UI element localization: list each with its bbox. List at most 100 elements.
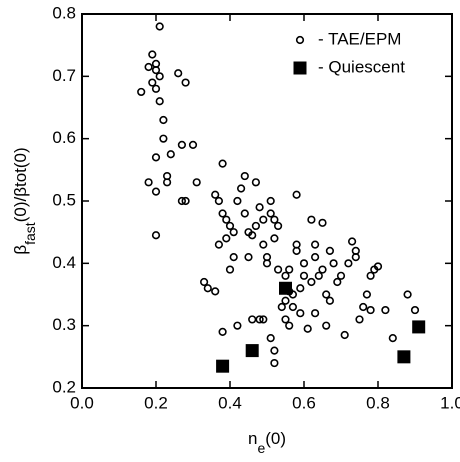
y-tick-label: 0.5 [52, 190, 76, 209]
legend-marker [295, 35, 305, 45]
legend-label: - Quiescent [318, 57, 405, 76]
point [336, 271, 346, 280]
point [296, 284, 305, 293]
point [218, 209, 227, 218]
point [181, 196, 190, 206]
point [148, 50, 157, 59]
point [200, 277, 209, 287]
point [366, 271, 375, 280]
point [318, 218, 327, 227]
point [292, 240, 301, 249]
point [155, 97, 164, 106]
point [148, 78, 157, 87]
point [296, 309, 305, 318]
point [203, 284, 212, 293]
point [222, 234, 231, 243]
point [144, 62, 153, 72]
point [248, 231, 257, 240]
x-label-main: n [248, 429, 257, 448]
point [344, 259, 353, 268]
point [251, 221, 260, 231]
point [237, 184, 246, 193]
x-label-rest: (0) [265, 429, 286, 448]
point [211, 190, 220, 199]
point [285, 321, 294, 330]
point [151, 84, 161, 93]
point [155, 22, 164, 31]
point [216, 359, 230, 373]
point [355, 315, 364, 324]
point [225, 265, 235, 274]
point [211, 287, 220, 296]
point [322, 290, 331, 299]
point [163, 178, 172, 187]
point [348, 237, 357, 246]
point [174, 69, 183, 78]
point [218, 327, 227, 337]
point [192, 178, 201, 187]
point [245, 344, 259, 358]
point [318, 265, 327, 274]
point [351, 246, 360, 255]
point [262, 259, 272, 268]
point [325, 296, 335, 305]
point [270, 234, 279, 243]
point [270, 358, 279, 368]
point [229, 228, 238, 237]
y-tick-label: 0.6 [52, 128, 76, 147]
point [333, 277, 342, 287]
point [403, 290, 412, 299]
point [255, 203, 264, 212]
point [303, 324, 312, 333]
point [285, 265, 294, 274]
x-tick-label: 0.4 [218, 393, 242, 412]
point [259, 215, 268, 224]
point [311, 309, 320, 318]
legend-label: - TAE/EPM [318, 29, 401, 48]
y-tick-label: 0.3 [52, 315, 76, 334]
point [322, 321, 331, 330]
y-tick-label: 0.2 [52, 377, 76, 396]
point [159, 134, 168, 143]
point [274, 221, 283, 231]
y-tick-label: 0.8 [52, 3, 76, 22]
x-tick-label: 0.2 [144, 393, 168, 412]
y-tick-label: 0.4 [52, 253, 76, 272]
point [314, 271, 323, 280]
point [151, 231, 161, 240]
y-tick-label: 0.7 [52, 66, 76, 85]
point [255, 315, 264, 324]
point [240, 209, 249, 218]
point [359, 302, 368, 312]
point [412, 320, 426, 334]
x-tick-label: 0.8 [366, 393, 390, 412]
x-label-sub: e [257, 440, 265, 456]
point [233, 321, 242, 330]
y-label-main: β [11, 245, 30, 255]
y-axis-label: βfast(0)/βtot(0) [11, 147, 37, 254]
point [214, 196, 223, 206]
point [325, 246, 335, 255]
x-tick-label: 0.0 [70, 393, 94, 412]
point [259, 315, 268, 324]
point [181, 78, 190, 87]
point [311, 240, 320, 249]
point [281, 315, 290, 324]
point [137, 87, 146, 97]
point [144, 178, 153, 187]
point [329, 259, 338, 268]
point [155, 72, 164, 81]
point [274, 265, 283, 274]
point [373, 262, 383, 271]
point [281, 296, 290, 305]
point [222, 215, 231, 224]
point [259, 240, 268, 249]
point [214, 240, 223, 249]
point [270, 215, 279, 224]
point [266, 334, 275, 343]
point [159, 115, 168, 125]
point [166, 150, 175, 159]
point [233, 196, 242, 206]
y-label-rest: (0)/βtot(0) [11, 147, 30, 222]
